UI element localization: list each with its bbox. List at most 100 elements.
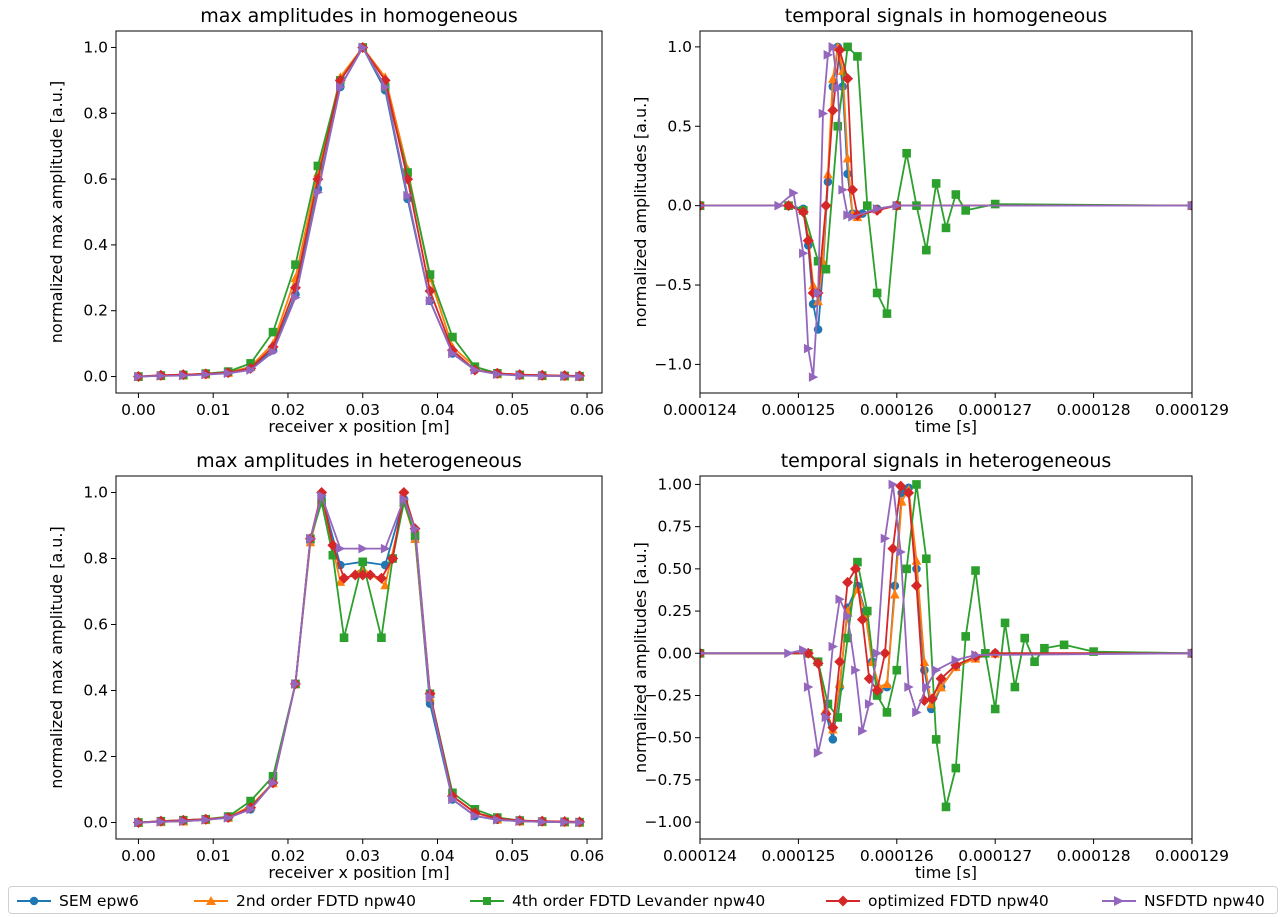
data-point [328,550,338,560]
data-point [313,187,323,198]
data-point [834,656,846,668]
data-point [448,348,458,359]
data-point [858,726,868,736]
y-tick-label: 0.0 [83,814,108,832]
x-axis-label: receiver x position [m] [268,417,449,436]
data-point [843,42,852,52]
data-point [1000,618,1010,628]
data-point [268,327,278,337]
data-point [399,494,409,504]
series-line [138,46,580,378]
data-point [560,817,570,827]
data-point [425,296,436,306]
data-point [990,199,1000,209]
data-point [357,569,369,581]
data-point [178,370,189,381]
data-point [862,606,872,616]
legend-label-nsfdtd: NSFDTD npw40 [1144,892,1265,910]
x-axis-label: time [s] [915,863,977,880]
x-tick-label: 0.01 [196,401,231,419]
data-point [1040,643,1049,653]
figure: 0.00 0.01 0.02 0.03 0.04 0.05 0.06 0.0 0.2 0.4 0.6… [47,5,1229,880]
data-point [1187,200,1192,211]
data-point [981,648,990,658]
data-point [926,693,938,705]
data-point [327,539,339,551]
data-point [268,347,279,357]
data-point [882,309,892,318]
data-point [403,190,413,201]
data-point [1187,648,1192,659]
series-4 [700,480,1192,734]
data-point [904,682,914,692]
x-tick-label: 0.06 [570,401,605,419]
data-point [358,42,368,53]
legend-label-optimized: optimized FDTD npw40 [868,892,1049,910]
data-point [828,73,838,83]
series-line [700,49,1192,294]
x-tick-label: 0.000124 [663,401,737,419]
data-point [896,547,906,557]
data-point [851,665,861,675]
data-point [156,817,166,827]
data-point [537,371,548,381]
series-line [138,46,580,378]
data-point [783,200,795,212]
data-point [853,52,862,61]
data-point [887,543,899,555]
x-tick-label: 0.000126 [860,847,934,865]
data-point [812,657,824,669]
data-point [338,572,350,584]
data-point [910,580,922,592]
y-tick-label: 1.00 [657,475,692,493]
data-point [380,580,390,590]
y-tick-label: 0.2 [83,302,108,320]
data-point [156,371,166,381]
legend-marker-sem [17,896,51,906]
y-tick-label: 0.25 [657,602,692,620]
data-point [336,82,346,92]
data-point [862,201,872,210]
series-1 [134,43,584,381]
chart-1: 0.00 0.01 0.02 0.03 0.04 0.05 0.06 0.0 0.2 0.4 0.6… [47,5,604,436]
y-tick-label: 0.00 [657,644,692,662]
data-point [425,270,435,279]
data-point [879,647,891,659]
x-axis-label: time [s] [915,417,977,436]
data-point [961,632,970,641]
data-point [1010,682,1020,692]
legend-label-fdtd4: 4th order FDTD Levander npw40 [512,892,766,910]
y-tick-label: 0.4 [83,236,108,254]
data-point [922,245,931,255]
data-point [1030,657,1039,667]
data-point [961,206,970,215]
data-point [838,184,848,195]
series-1 [700,483,1192,744]
x-tick-label: 0.000125 [761,401,835,419]
data-point [912,480,921,489]
series-line [700,46,1192,331]
data-point [843,611,853,621]
y-tick-label: 0.4 [83,682,108,700]
legend-marker-nsfdtd [1102,896,1136,906]
data-point [835,594,845,605]
x-tick-label: 0.02 [271,847,306,865]
y-tick-label: 1.0 [667,38,692,56]
data-point [931,665,942,675]
data-point [843,633,852,643]
legend-item-fdtd4: 4th order FDTD Levander npw40 [470,890,765,912]
y-tick-label: −0.25 [645,686,693,704]
data-point [364,569,376,581]
data-point [317,498,326,507]
data-point [537,817,548,827]
data-point [1089,647,1098,656]
x-tick-label: 0.000127 [958,401,1032,419]
data-point [931,179,941,188]
data-point [871,684,883,696]
data-point [833,83,843,93]
data-point [911,555,922,565]
data-point [971,650,981,660]
y-tick-label: 0.0 [667,197,692,215]
x-tick-label: 0.000128 [1057,401,1131,419]
series-4 [132,487,586,828]
